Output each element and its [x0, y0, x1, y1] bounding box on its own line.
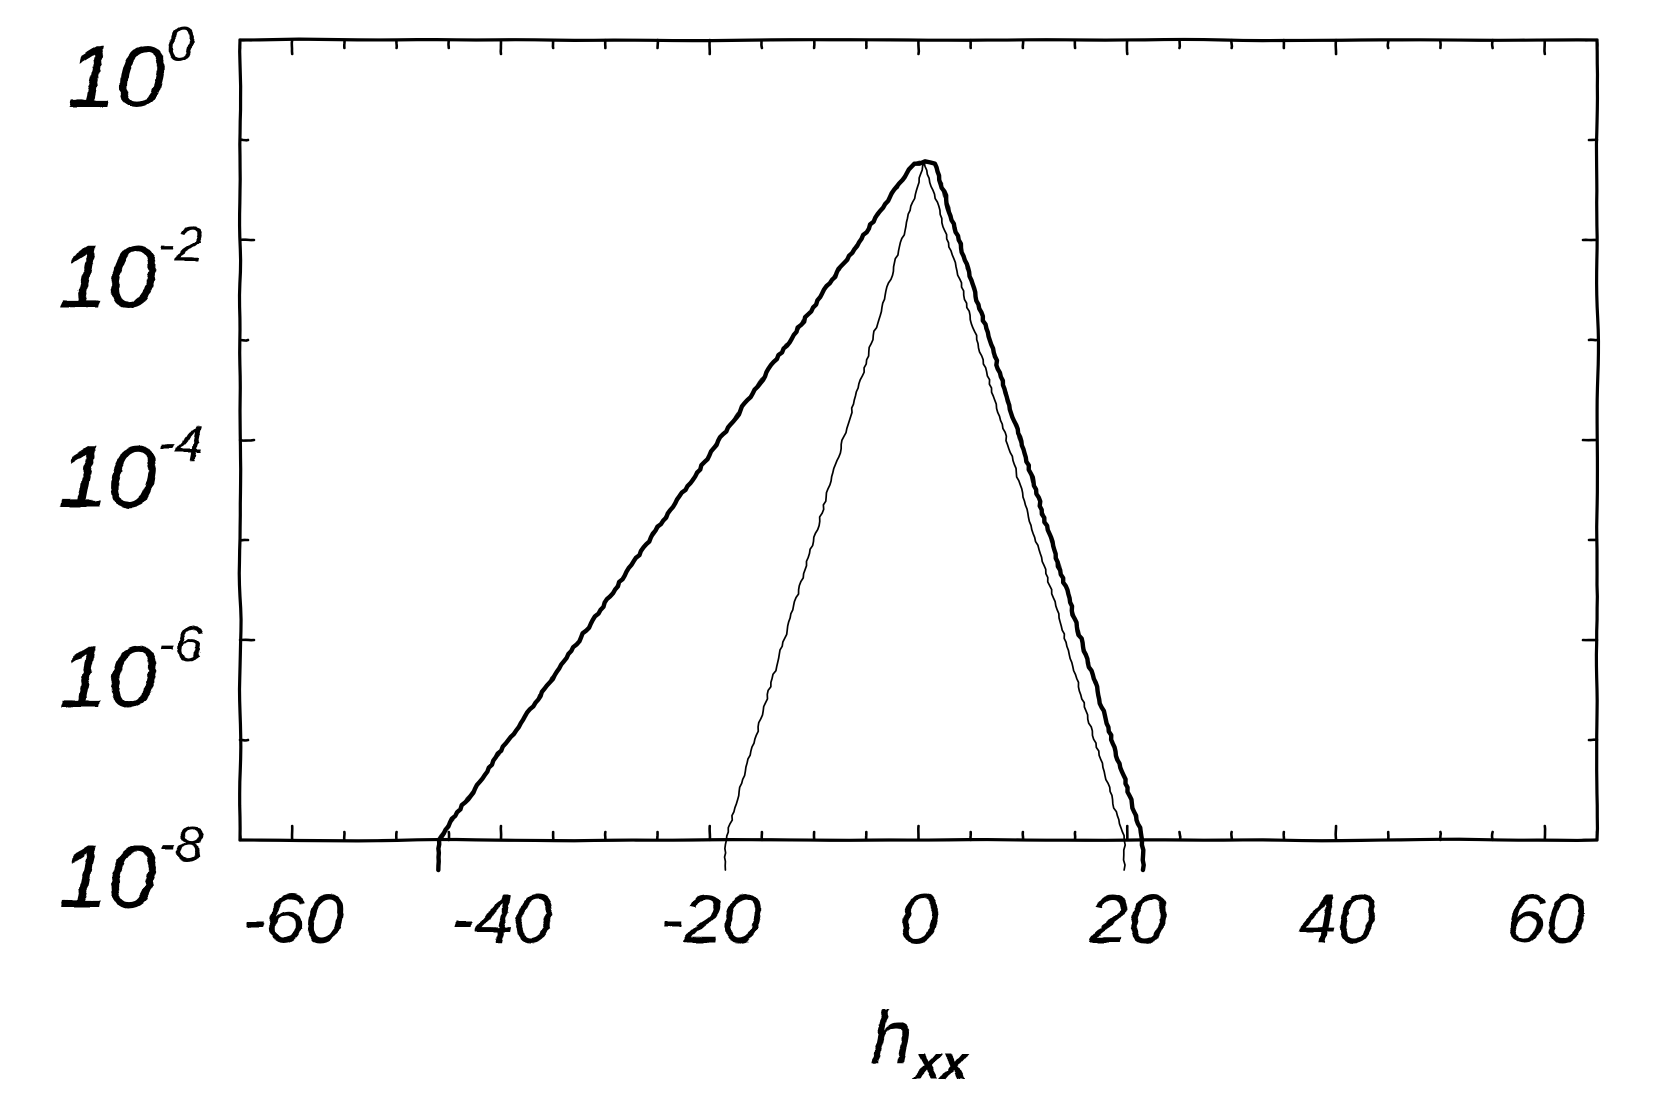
svg-text:20: 20: [1087, 879, 1166, 957]
svg-text:-40: -40: [450, 879, 551, 957]
svg-text:0: 0: [899, 879, 938, 957]
svg-text:40: 40: [1297, 879, 1375, 957]
svg-text:-20: -20: [659, 879, 760, 957]
svg-text:60: 60: [1506, 879, 1584, 957]
svg-text:-60: -60: [242, 879, 343, 957]
